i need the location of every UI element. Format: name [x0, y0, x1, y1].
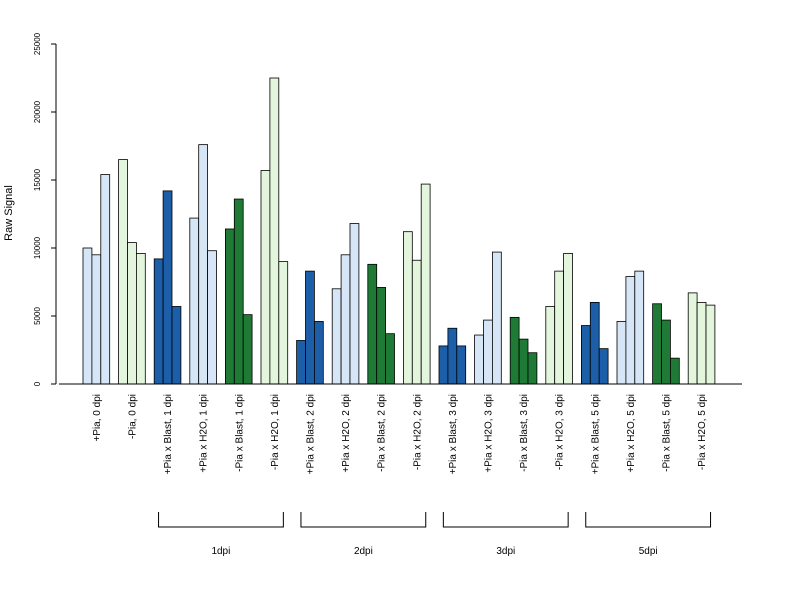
bar [233, 198, 244, 385]
x-tick-label: -Pia x H2O, 2 dpi [412, 394, 423, 470]
bar [661, 319, 671, 385]
x-tick-label: -Pia x H2O, 1 dpi [270, 394, 281, 470]
y-tick-label: 15000 [33, 168, 42, 191]
bar [242, 314, 253, 385]
bar [278, 261, 289, 385]
group-label: 1dpi [211, 546, 230, 557]
bars-layer [82, 77, 716, 385]
x-tick-label: +Pia x Blast, 1 dpi [163, 394, 174, 474]
x-tick-label: -Pia x H2O, 3 dpi [555, 394, 566, 470]
bar [313, 321, 324, 385]
bar [509, 316, 520, 385]
bar [670, 357, 680, 385]
bar [456, 345, 467, 385]
bar [589, 301, 600, 385]
group-label: 5dpi [639, 546, 658, 557]
x-tick-label: +Pia x H2O, 5 dpi [626, 394, 637, 473]
bar [598, 348, 609, 385]
bar [349, 223, 360, 385]
y-axis: 0 5000 10000 15000 20000 25000 [33, 32, 57, 386]
bar [581, 325, 591, 385]
x-tick-label: +Pia, 0 dpi [92, 394, 103, 442]
bar [100, 174, 111, 385]
bar [518, 338, 529, 385]
bar [171, 306, 182, 385]
bar [527, 352, 538, 385]
group-bracket [585, 512, 712, 528]
x-tick-label: +Pia x H2O, 1 dpi [199, 394, 210, 473]
bar [420, 183, 431, 385]
x-tick-label: +Pia x H2O, 3 dpi [484, 394, 495, 473]
x-tick-label: -Pia x Blast, 5 dpi [662, 394, 673, 472]
x-tick-labels: +Pia, 0 dpi -Pia, 0 dpi +Pia x Blast, 1 dp… [92, 394, 708, 474]
bar [269, 77, 280, 385]
x-tick-label: +Pia x Blast, 5 dpi [590, 394, 601, 474]
bar [305, 270, 315, 385]
bar [402, 231, 413, 385]
bar [447, 327, 458, 385]
y-tick-label: 25000 [33, 32, 42, 55]
x-tick-label: +Pia x H2O, 2 dpi [341, 394, 352, 473]
x-tick-label: -Pia x Blast, 3 dpi [519, 394, 530, 472]
group-bracket [442, 512, 569, 528]
x-tick-label: -Pia, 0 dpi [127, 394, 138, 439]
x-tick-label: -Pia x Blast, 2 dpi [377, 394, 388, 472]
bar [634, 270, 645, 385]
bar [483, 319, 493, 385]
y-tick-label: 10000 [33, 236, 42, 259]
bar [82, 247, 93, 385]
bar [153, 258, 164, 385]
x-tick-label: -Pia x H2O, 5 dpi [697, 394, 708, 470]
y-tick-label: 5000 [33, 307, 42, 325]
group-bracket [300, 512, 427, 528]
bar [162, 190, 173, 385]
group-label: 2dpi [354, 546, 373, 557]
group-brackets: 1dpi 2dpi 3dpi 5dpi [158, 512, 712, 557]
x-tick-label: +Pia x Blast, 3 dpi [448, 394, 459, 474]
bar [705, 304, 716, 385]
bar [376, 287, 387, 385]
y-tick-label: 20000 [33, 100, 42, 123]
bar [91, 254, 102, 385]
x-tick-label: +Pia x Blast, 2 dpi [306, 394, 317, 474]
x-tick-label: -Pia x Blast, 1 dpi [234, 394, 245, 472]
group-bracket [158, 512, 284, 528]
bar [189, 217, 200, 385]
bar [696, 301, 707, 385]
bar [260, 170, 271, 385]
bar [198, 144, 208, 385]
bar [296, 340, 306, 385]
bar [616, 321, 627, 385]
bar [340, 254, 351, 385]
y-axis-title: Raw Signal [3, 185, 15, 241]
group-label: 3dpi [496, 546, 515, 557]
y-tick-label: 0 [33, 381, 42, 386]
bar [687, 292, 698, 385]
bar [652, 303, 662, 385]
bar [491, 251, 502, 385]
bar [367, 263, 378, 385]
bar [438, 345, 449, 385]
bar [224, 228, 235, 385]
bar [135, 253, 146, 385]
bar [331, 288, 342, 385]
bar [625, 276, 636, 385]
bar [554, 270, 565, 385]
bar [385, 333, 395, 385]
bar [563, 253, 573, 385]
bar [127, 242, 137, 385]
bar [545, 306, 556, 385]
bar [207, 250, 217, 385]
bar [118, 159, 128, 385]
bar [411, 259, 422, 385]
bar [474, 334, 484, 385]
